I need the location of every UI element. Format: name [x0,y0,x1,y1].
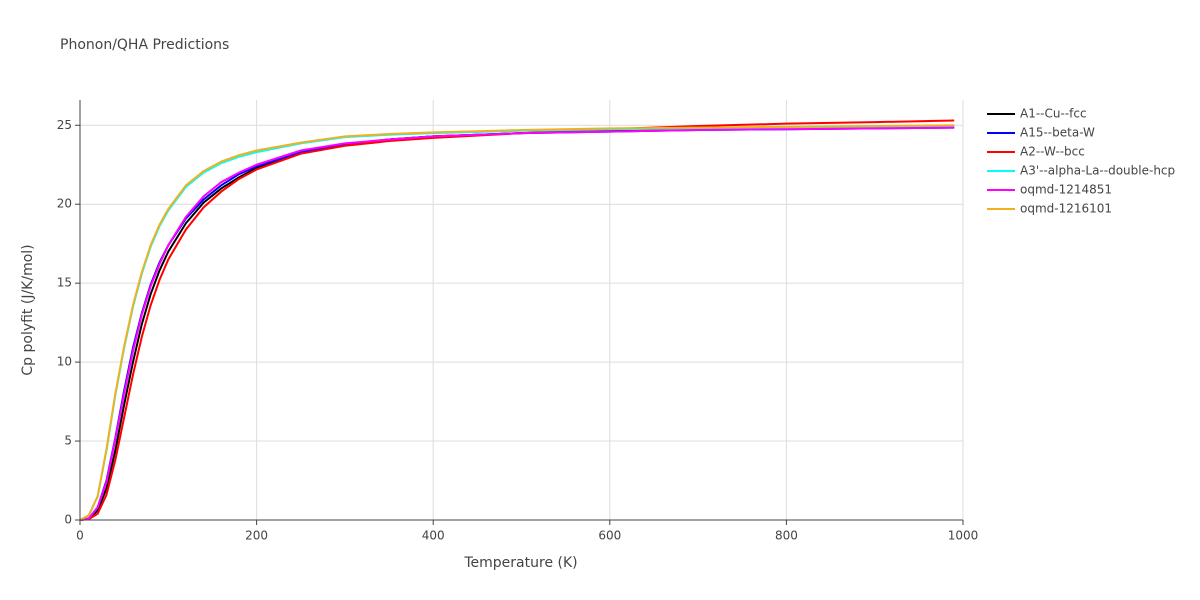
legend-label[interactable]: A1--Cu--fcc [1020,107,1087,121]
x-tick-label: 0 [76,529,84,543]
grid [79,100,964,521]
x-tick-label: 1000 [948,529,979,543]
series-line [79,126,955,521]
y-tick-label: 0 [64,513,72,527]
x-tick-label: 800 [775,529,798,543]
series-line [79,119,955,521]
x-axis-title: Temperature (K) [463,555,577,571]
y-tick-label: 25 [57,118,72,132]
legend-label[interactable]: oqmd-1214851 [1020,183,1112,197]
y-tick-label: 15 [57,276,72,290]
series-line [79,126,955,521]
axes: 0 200 400 600 800 1000 0 5 10 15 20 25 [57,100,979,543]
y-tick-label: 5 [64,434,72,448]
x-tick-label: 600 [598,529,621,543]
x-tick-label: 200 [245,529,268,543]
legend-label[interactable]: A15--beta-W [1020,126,1095,140]
y-axis-title: Cp polyfit (J/K/mol) [20,244,36,375]
x-tick-label: 400 [422,529,445,543]
legend-label[interactable]: A3'--alpha-La--double-hcp [1020,164,1175,178]
chart-title: Phonon/QHA Predictions [60,37,229,53]
series-line [79,125,955,521]
legend-label[interactable]: oqmd-1216101 [1020,202,1112,216]
y-tick-label: 20 [57,197,72,211]
legend: A1--Cu--fcc A15--beta-W A2--W--bcc A3'--alp… [987,107,1175,216]
plot-lines [79,119,955,521]
legend-label[interactable]: A2--W--bcc [1020,145,1085,159]
series-line [79,124,955,521]
y-tick-label: 10 [57,355,72,369]
series-line [79,125,955,521]
